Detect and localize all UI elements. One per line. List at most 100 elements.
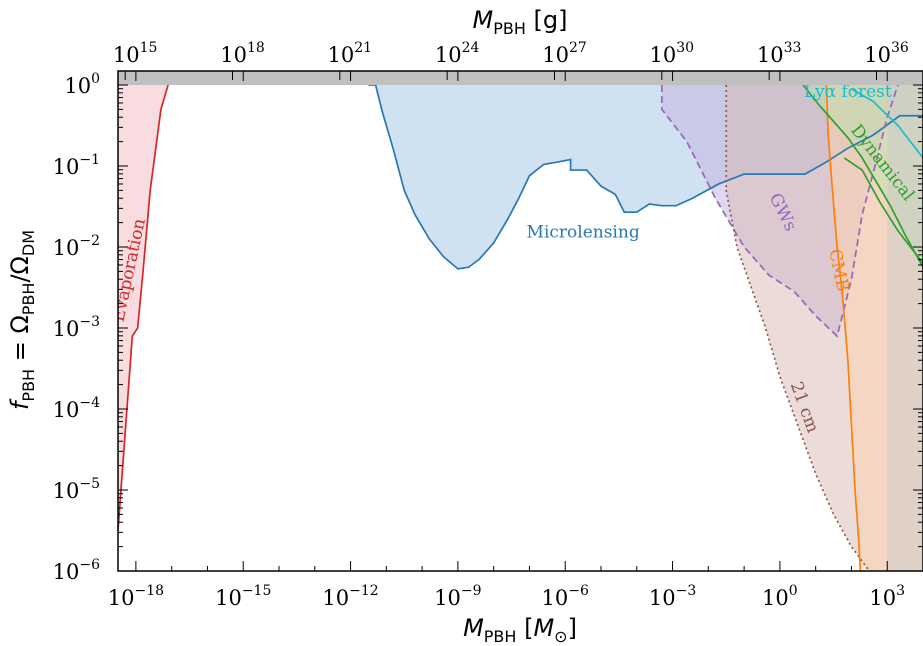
- y-axis-label-eq: = Ω: [6, 315, 34, 369]
- top-tick-label: 1024: [435, 40, 480, 67]
- annotation-microlensing: Microlensing: [527, 222, 640, 242]
- x-tick-base: 10: [869, 586, 896, 610]
- constraint-regions: [118, 85, 923, 571]
- top-axis-label-unit: [g]: [526, 6, 568, 34]
- y-tick-label: 10−6: [53, 557, 100, 584]
- top-tick-label: 1036: [864, 40, 909, 67]
- x-tick-exp: −3: [676, 583, 697, 599]
- top-tick-base: 10: [435, 43, 462, 67]
- curve-dynamical: [802, 85, 923, 268]
- top-tick-label: 1021: [328, 40, 373, 67]
- top-tick-label: 1033: [757, 40, 802, 67]
- y-tick-base: 10: [53, 236, 80, 260]
- x-axis-label-unit-sub: ⊙: [554, 627, 567, 646]
- y-tick-exp: 0: [91, 71, 100, 87]
- y-axis-label-den-sub: DM: [19, 230, 38, 256]
- top-tick-exp: 36: [891, 40, 909, 56]
- x-axis-label-sub: PBH: [484, 627, 517, 646]
- y-axis-label-num-sub: PBH: [19, 283, 38, 316]
- x-axis-label-bracket-open: [: [516, 614, 533, 642]
- top-excluded-band: [118, 71, 923, 85]
- y-axis-label-f-sub: PBH: [19, 369, 38, 402]
- top-tick-base: 10: [220, 43, 247, 67]
- region-evaporation: [118, 85, 169, 571]
- top-axis-label-main: M: [473, 6, 494, 34]
- x-tick-base: 10: [434, 586, 461, 610]
- top-tick-exp: 21: [354, 40, 372, 56]
- y-tick-base: 10: [53, 560, 80, 584]
- y-tick-exp: −4: [79, 395, 100, 411]
- annotation-ly-forest: Lyα forest: [804, 82, 892, 102]
- y-tick-label: 10−3: [53, 314, 100, 341]
- x-tick-exp: −12: [349, 583, 379, 599]
- y-tick-label: 10−4: [53, 395, 100, 422]
- top-tick-exp: 15: [140, 40, 158, 56]
- x-tick-exp: −6: [568, 583, 589, 599]
- top-tick-label: 1030: [650, 40, 695, 67]
- y-tick-base: 10: [64, 74, 91, 98]
- top-tick-exp: 27: [569, 40, 587, 56]
- y-tick-label: 100: [64, 71, 100, 98]
- y-tick-label: 10−2: [53, 233, 100, 260]
- x-tick-label: 10−9: [434, 583, 481, 610]
- x-tick-base: 10: [108, 586, 135, 610]
- y-tick-base: 10: [53, 155, 80, 179]
- y-tick-exp: −2: [79, 233, 100, 249]
- curve-ly-forest: [851, 88, 923, 159]
- x-tick-label: 103: [869, 583, 905, 610]
- y-axis-label: fPBH = ΩPBH/ΩDM: [6, 230, 38, 410]
- x-tick-exp: −18: [134, 583, 164, 599]
- top-tick-base: 10: [757, 43, 784, 67]
- top-tick-base: 10: [542, 43, 569, 67]
- x-tick-base: 10: [322, 586, 349, 610]
- x-axis-label: MPBH [M⊙]: [463, 614, 577, 646]
- y-axis-label-slash: /Ω: [6, 256, 34, 282]
- x-tick-base: 10: [762, 586, 789, 610]
- region-excluded-band: [887, 85, 923, 571]
- top-tick-exp: 24: [462, 40, 480, 56]
- y-tick-base: 10: [53, 317, 80, 341]
- axis-ticks: [118, 71, 923, 572]
- x-axis-label-bracket-close: ]: [568, 614, 577, 642]
- top-tick-exp: 18: [247, 40, 265, 56]
- x-tick-label: 100: [762, 583, 798, 610]
- y-tick-exp: −5: [79, 476, 100, 492]
- y-tick-label: 10−1: [53, 152, 100, 179]
- top-tick-label: 1027: [542, 40, 587, 67]
- curve-cmb: [825, 85, 862, 571]
- curve-gws: [660, 85, 899, 338]
- x-tick-base: 10: [215, 586, 242, 610]
- x-tick-base: 10: [649, 586, 676, 610]
- top-tick-exp: 30: [676, 40, 694, 56]
- y-tick-base: 10: [53, 398, 80, 422]
- x-tick-label: 10−6: [542, 583, 589, 610]
- top-tick-label: 1018: [220, 40, 265, 67]
- tick-labels: 10−18 10−15 10−12 10−9 10−6 10−3 100 10310010−1…: [53, 40, 909, 610]
- top-axis-label: MPBH [g]: [473, 6, 568, 38]
- x-axis-label-main: M: [463, 614, 484, 642]
- curve-dynamical-secondary: [843, 157, 923, 264]
- x-tick-base: 10: [542, 586, 569, 610]
- top-tick-base: 10: [328, 43, 355, 67]
- x-tick-label: 10−12: [322, 583, 378, 610]
- y-tick-exp: −1: [79, 152, 100, 168]
- y-tick-base: 10: [53, 479, 80, 503]
- y-tick-label: 10−5: [53, 476, 100, 503]
- top-tick-base: 10: [113, 43, 140, 67]
- top-tick-label: 1015: [113, 40, 158, 67]
- x-tick-exp: 0: [789, 583, 798, 599]
- x-tick-exp: −15: [242, 583, 272, 599]
- plot-frame: [117, 70, 923, 572]
- y-tick-exp: −6: [79, 557, 100, 573]
- y-tick-exp: −3: [79, 314, 100, 330]
- curve-evaporation: [118, 85, 169, 531]
- top-axis-label-sub: PBH: [493, 19, 526, 38]
- top-tick-exp: 33: [784, 40, 802, 56]
- x-axis-label-unit: M: [533, 614, 554, 642]
- x-tick-label: 10−15: [215, 583, 271, 610]
- x-tick-label: 10−18: [108, 583, 164, 610]
- x-tick-exp: 3: [896, 583, 905, 599]
- x-tick-exp: −9: [461, 583, 482, 599]
- x-tick-label: 10−3: [649, 583, 696, 610]
